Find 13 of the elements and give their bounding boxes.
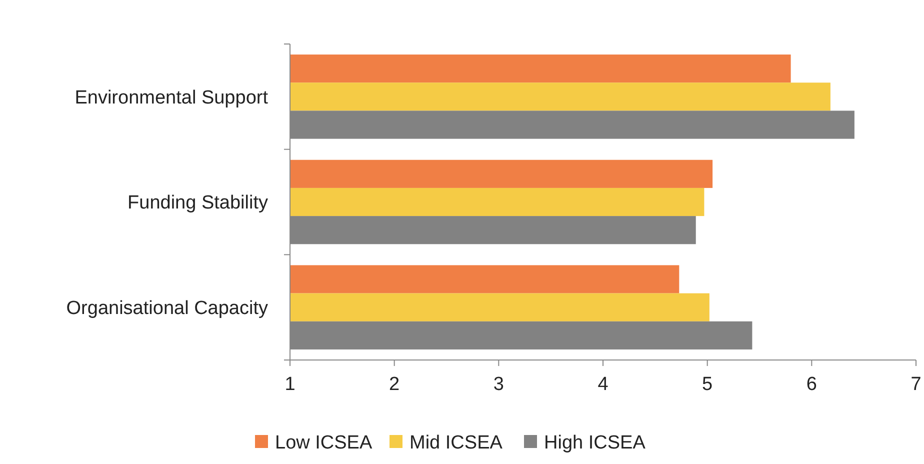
y-tick-label: Funding Stability <box>128 192 268 214</box>
legend-label: High ICSEA <box>544 432 646 454</box>
legend-label: Mid ICSEA <box>410 432 503 454</box>
y-tick-label: Organisational Capacity <box>66 298 268 319</box>
x-tick-label: 5 <box>702 374 713 395</box>
y-tick-label: Environmental Support <box>74 87 269 108</box>
x-tick-label: 2 <box>389 374 400 395</box>
x-tick-label: 7 <box>910 374 922 395</box>
legend-label: Low ICSEA <box>275 432 372 454</box>
x-tick-label: 3 <box>493 374 504 395</box>
x-tick-label: 4 <box>598 374 609 395</box>
x-tick-label: 1 <box>284 374 296 395</box>
x-tick-label: 6 <box>806 374 817 395</box>
